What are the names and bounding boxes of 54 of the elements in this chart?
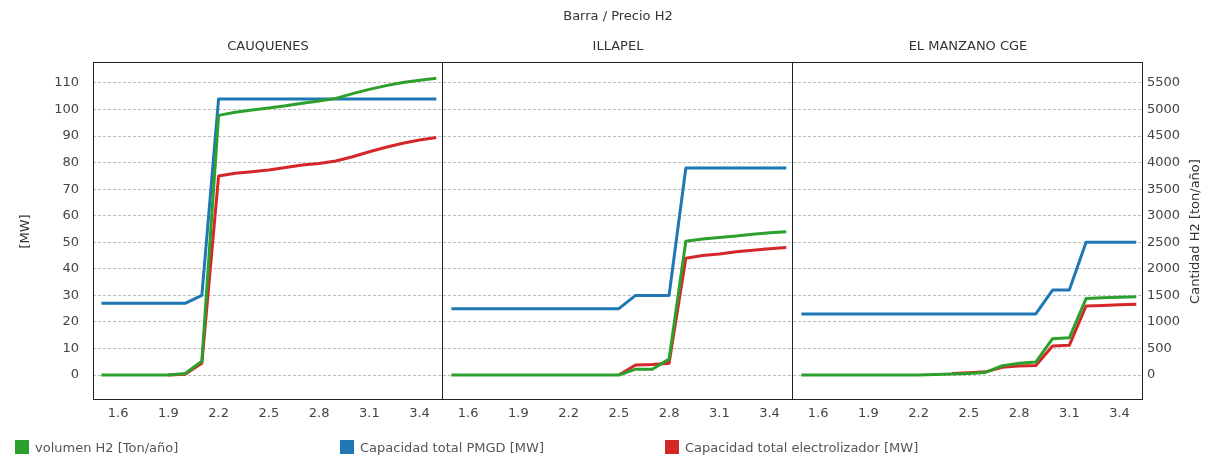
x-tick-label: 3.4 bbox=[1109, 405, 1130, 421]
x-tick-label: 2.5 bbox=[258, 405, 280, 421]
x-tick-label: 3.1 bbox=[358, 405, 380, 421]
y2-tick-label: 1500 bbox=[1147, 286, 1181, 302]
x-tick-label: 3.4 bbox=[759, 405, 780, 421]
y-tick-label: 100 bbox=[54, 100, 79, 116]
y2-tick-label: 1000 bbox=[1147, 313, 1181, 329]
x-tick-label: 3.1 bbox=[1058, 405, 1080, 421]
y2-tick-label: 4000 bbox=[1147, 154, 1181, 170]
chart-title: CAUQUENES bbox=[226, 37, 310, 55]
x-tick-label: 1.9 bbox=[858, 405, 879, 421]
y2-tick-label: 5500 bbox=[1147, 74, 1181, 90]
x-tick-label: 2.8 bbox=[308, 405, 330, 421]
x-tick-label: 1.9 bbox=[508, 405, 529, 421]
y-axis-title: [MW] bbox=[16, 213, 32, 249]
y-tick-label: 60 bbox=[62, 207, 79, 223]
chart-title: EL MANZANO CGE bbox=[907, 37, 1029, 55]
y2-tick-label: 2000 bbox=[1147, 260, 1181, 276]
legend-label: Capacidad total PMGD [MW] bbox=[359, 440, 544, 455]
x-tick-label: 1.6 bbox=[457, 405, 479, 421]
y-tick-label: 50 bbox=[62, 233, 79, 249]
x-tick-label: 1.6 bbox=[107, 405, 129, 421]
y-tick-label: 20 bbox=[62, 313, 79, 329]
legend-label: volumen H2 [Ton/año] bbox=[34, 440, 179, 455]
y-tick-label: 30 bbox=[62, 286, 79, 302]
x-tick-label: 2.2 bbox=[908, 405, 929, 421]
x-tick-label: 2.2 bbox=[558, 405, 579, 421]
x-tick-label: 2.8 bbox=[658, 405, 680, 421]
y2-tick-label: 3000 bbox=[1147, 207, 1181, 223]
y-tick-label: 70 bbox=[62, 180, 79, 196]
x-tick-label: 2.8 bbox=[1008, 405, 1030, 421]
x-tick-label: 3.4 bbox=[409, 405, 430, 421]
y-tick-label: 90 bbox=[62, 127, 79, 143]
y2-tick-label: 500 bbox=[1147, 339, 1172, 355]
legend-label: Capacidad total electrolizador [MW] bbox=[684, 440, 919, 455]
y-tick-label: 80 bbox=[62, 154, 79, 170]
x-tick-label: 3.1 bbox=[708, 405, 730, 421]
y-tick-label: 110 bbox=[54, 74, 79, 90]
y-tick-label: 0 bbox=[70, 366, 79, 382]
x-tick-label: 2.5 bbox=[958, 405, 980, 421]
x-tick-label: 1.6 bbox=[807, 405, 829, 421]
x-tick-label: 1.9 bbox=[158, 405, 179, 421]
x-tick-label: 2.2 bbox=[208, 405, 229, 421]
chart-title: ILLAPEL bbox=[591, 37, 645, 55]
y2-axis-title: Cantidad H2 [ton/año] bbox=[1186, 158, 1202, 304]
y2-tick-label: 3500 bbox=[1147, 180, 1181, 196]
y2-tick-label: 2500 bbox=[1147, 233, 1181, 249]
y2-tick-label: 4500 bbox=[1147, 127, 1181, 143]
text: Barra / Precio H2 bbox=[562, 8, 674, 23]
y2-tick-label: 0 bbox=[1147, 366, 1156, 382]
y-tick-label: 10 bbox=[62, 339, 79, 355]
x-tick-label: 2.5 bbox=[608, 405, 630, 421]
y2-tick-label: 5000 bbox=[1147, 100, 1181, 116]
y-tick-label: 40 bbox=[62, 260, 79, 276]
